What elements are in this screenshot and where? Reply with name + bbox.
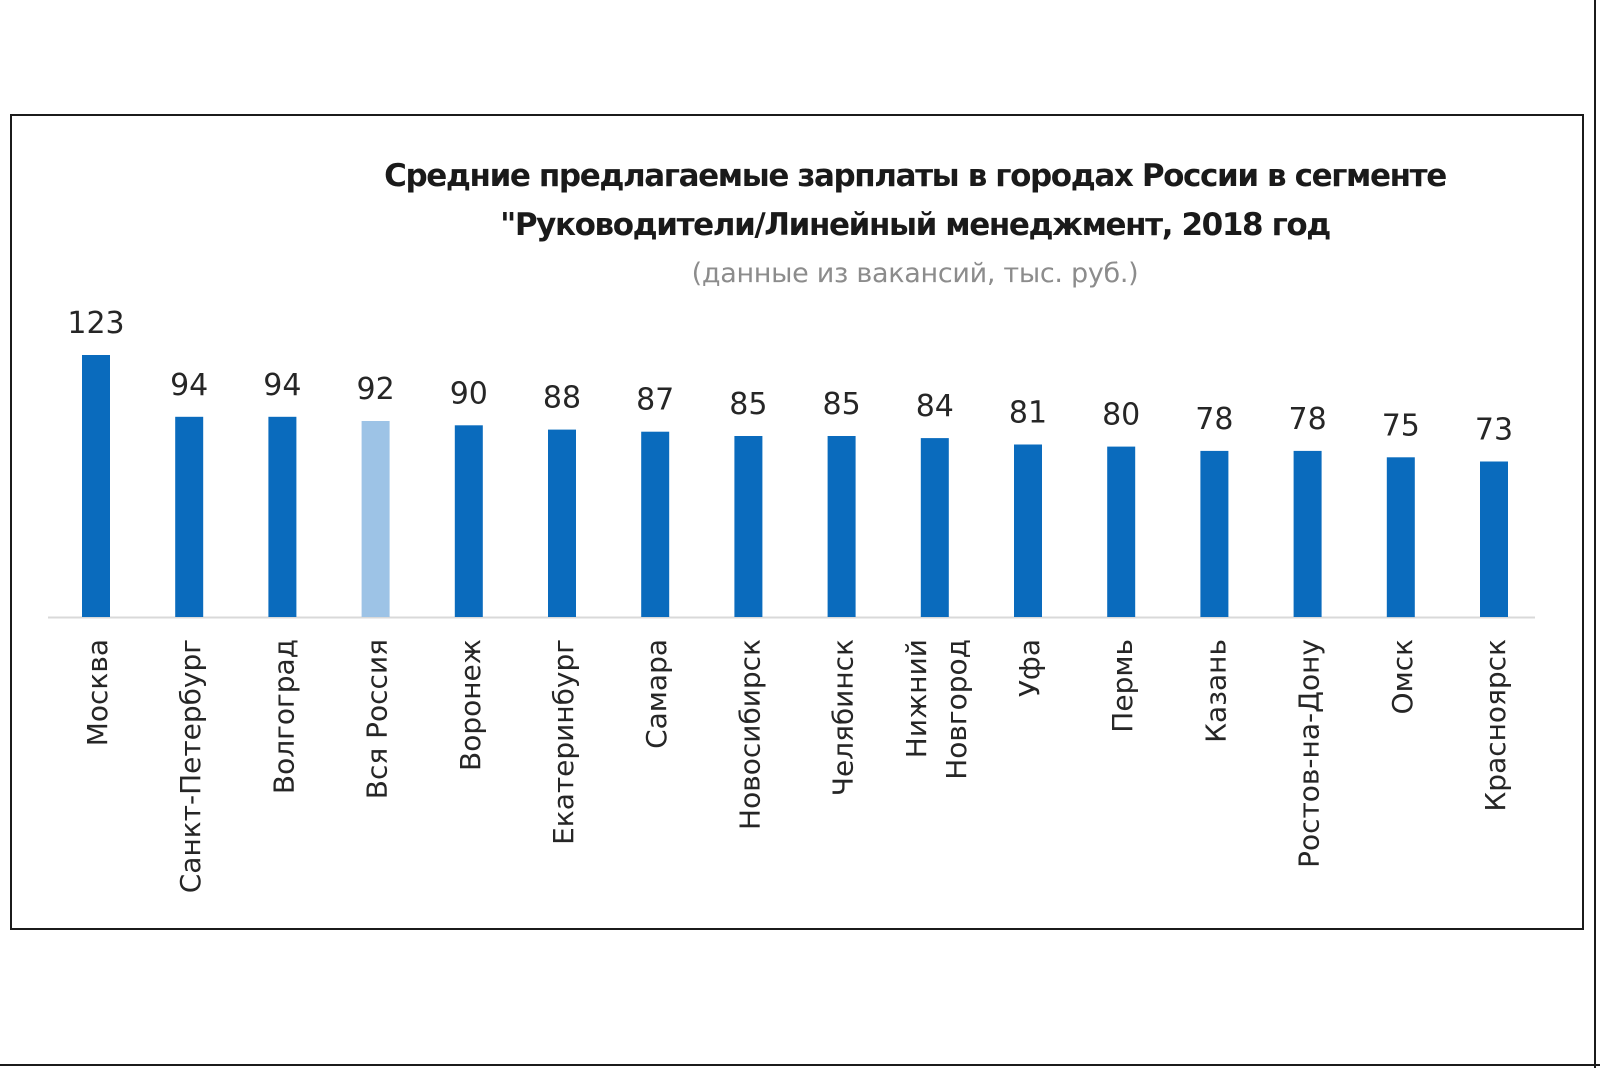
- bar: [1386, 457, 1415, 618]
- category-label: Омск: [1386, 639, 1419, 714]
- data-label: 90: [450, 376, 488, 411]
- category-label: Екатеринбург: [547, 639, 580, 845]
- bar: [361, 421, 390, 617]
- bar: [1107, 446, 1136, 617]
- data-label: 78: [1289, 402, 1327, 437]
- data-label: 94: [263, 368, 301, 403]
- bar: [454, 425, 483, 617]
- category-label: Челябинск: [827, 639, 860, 796]
- category-label: Нижний: [900, 639, 933, 758]
- data-label: 123: [67, 306, 124, 341]
- bar: [1480, 461, 1508, 617]
- bar: [268, 416, 297, 617]
- category-label: Пермь: [1106, 639, 1139, 733]
- bar: [1200, 450, 1229, 617]
- value-labels-layer: 123 94 94 92 90 88 87 85 85 84 81 80 78 78 75 73: [67, 306, 1513, 448]
- category-label: Ростов-на-Дону: [1293, 639, 1326, 868]
- bars-layer: [82, 355, 1508, 618]
- data-label: 84: [916, 389, 954, 424]
- category-label: Уфа: [1013, 639, 1046, 697]
- data-label: 94: [170, 368, 208, 403]
- bar: [920, 438, 949, 617]
- bar: [641, 431, 670, 617]
- image-bottom-border: [0, 1064, 1600, 1066]
- data-label: 75: [1382, 408, 1420, 443]
- bar: [1014, 444, 1042, 617]
- bar: [82, 355, 110, 617]
- data-label: 87: [636, 383, 674, 418]
- chart-title-line-2: "Руководители/Линейный менеджмент, 2018 …: [500, 207, 1331, 243]
- data-label: 81: [1009, 396, 1047, 431]
- bar: [1293, 450, 1322, 617]
- category-label: Красноярск: [1479, 639, 1512, 812]
- data-label: 73: [1475, 413, 1513, 448]
- data-label: 88: [543, 381, 581, 416]
- bar: [548, 429, 576, 617]
- category-label: Казань: [1199, 639, 1232, 743]
- chart-title: Средние предлагаемые зарплаты в городах …: [380, 152, 1450, 250]
- category-label: Новосибирск: [733, 639, 766, 830]
- image-right-border: [1594, 0, 1596, 1068]
- category-label: Волгоград: [267, 639, 300, 794]
- bar: [734, 436, 763, 617]
- category-label: Новгород: [940, 639, 973, 780]
- chart-title-line-1: Средние предлагаемые зарплаты в городах …: [384, 158, 1447, 194]
- chart-subtitle: (данные из вакансий, тыс. руб.): [691, 258, 1139, 289]
- data-label: 78: [1195, 402, 1233, 437]
- category-label: Самара: [640, 639, 673, 749]
- category-label: Вся Россия: [361, 639, 394, 799]
- bar: [175, 416, 204, 617]
- bar: [827, 436, 856, 617]
- category-labels-layer: Москва Санкт-Петербург Волгоград Вся Россия…: [81, 639, 1512, 893]
- data-label: 92: [357, 372, 395, 407]
- data-label: 85: [823, 387, 861, 422]
- data-label: 80: [1102, 398, 1140, 433]
- category-label: Воронеж: [454, 639, 487, 771]
- category-label: Санкт-Петербург: [174, 639, 207, 893]
- category-label: Москва: [81, 639, 114, 746]
- data-label: 85: [729, 387, 767, 422]
